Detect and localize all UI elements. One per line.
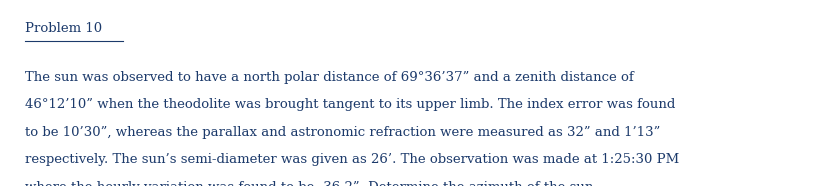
Text: where the hourly variation was found to be -36.2”. Determine the azimuth of the : where the hourly variation was found to … xyxy=(25,181,597,186)
Text: 46°12’10” when the theodolite was brought tangent to its upper limb. The index e: 46°12’10” when the theodolite was brough… xyxy=(25,98,676,111)
Text: The sun was observed to have a north polar distance of 69°36’37” and a zenith di: The sun was observed to have a north pol… xyxy=(25,71,634,84)
Text: respectively. The sun’s semi-diameter was given as 26’. The observation was made: respectively. The sun’s semi-diameter wa… xyxy=(25,153,679,166)
Text: Problem 10: Problem 10 xyxy=(25,22,102,35)
Text: to be 10’30”, whereas the parallax and astronomic refraction were measured as 32: to be 10’30”, whereas the parallax and a… xyxy=(25,126,661,139)
